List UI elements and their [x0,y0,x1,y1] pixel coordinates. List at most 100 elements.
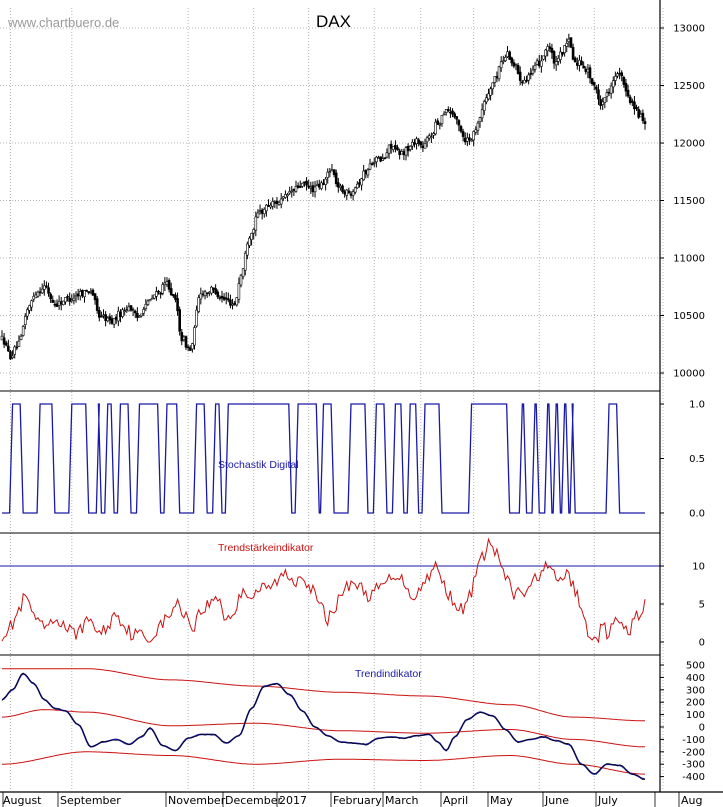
trendstaerke-line [1,537,646,644]
candle-body [262,208,266,215]
month-label: Aug [681,794,702,807]
candle-body [40,288,44,294]
candle-body [599,99,602,106]
candle-body [51,299,55,303]
candle-body [119,311,122,317]
candle-body [7,345,10,352]
candle-body [260,209,264,214]
candle-body [586,68,590,73]
candle-body [129,305,133,311]
candle-body [140,313,143,317]
candle-body [121,309,124,317]
candle-body [212,287,215,290]
candle-body [444,109,448,113]
candle-body [68,297,71,302]
candle-body [474,129,478,133]
axis-tick-label: 0 [699,723,705,734]
candle-body [195,309,198,327]
axis-tick-label: 0.5 [689,454,705,465]
candle-body [516,65,520,74]
candle-body [97,309,101,318]
candle-body [360,178,363,186]
candle-body [641,112,645,122]
candle-body [425,137,429,143]
candle-body [540,60,543,67]
candle-body [394,144,397,149]
candle-body [552,51,556,64]
candle-body [578,59,581,66]
candle-body [83,290,86,298]
trendindikator-middle-band [1,709,645,748]
candle-body [345,189,349,196]
candle-body [480,109,484,119]
candle-body [521,81,524,84]
candle-body [603,97,607,103]
price-axis-ticks: 13000 12500 12000 11500 11000 10500 10000 [660,24,705,380]
candle-body [408,146,412,150]
candle-body [334,172,338,185]
candlesticks [0,33,647,361]
candle-body [186,346,190,349]
candle-body [218,297,222,299]
candle-body [100,315,103,318]
candle-body [258,210,262,212]
candle-body [478,117,482,123]
candle-body [466,137,469,142]
candle-body [108,316,112,321]
candle-body [273,201,277,204]
axis-tick-label: 10000 [673,369,705,380]
candle-body [449,111,452,114]
axis-tick-label: 11000 [673,254,705,265]
axis-tick-label: 200 [686,698,705,709]
candle-body [294,186,298,192]
candle-body [176,298,179,312]
axis-tick-label: 12000 [673,139,705,150]
candle-body [248,237,251,246]
candle-body [47,287,50,294]
candle-body [531,69,535,74]
candle-body [241,268,245,277]
axis-tick-label: -400 [682,772,705,783]
candle-body [301,182,304,187]
axis-tick-label: 10 [692,562,705,573]
month-label: 2017 [279,794,307,807]
candle-body [252,229,256,234]
candle-body [178,309,181,332]
candle-body [459,126,463,132]
candle-body [2,337,6,345]
candle-body [87,291,91,294]
candle-body [114,316,118,320]
candle-body [616,73,619,77]
candle-body [317,183,321,188]
candle-body [74,294,78,298]
candle-body [265,204,268,212]
candle-body [343,191,346,195]
candle-body [548,46,552,50]
candle-body [554,61,558,66]
candle-body [421,145,425,149]
candle-body [21,326,25,336]
candle-body [32,296,36,300]
candle-body [571,47,575,60]
candle-body [53,303,57,306]
candle-body [250,232,253,240]
candle-body [142,309,146,314]
axis-tick-label: 5 [699,600,705,611]
candle-body [165,281,169,285]
candle-body [605,92,609,97]
candle-body [172,294,175,297]
candle-body [146,300,150,305]
candle-body [91,289,95,296]
candle-body [442,113,446,116]
candle-body [227,298,230,301]
axis-tick-label: -100 [682,735,705,746]
candle-body [307,185,310,188]
candle-body [508,51,511,60]
candle-body [239,275,243,286]
candle-body [298,186,302,188]
candle-body [366,169,370,176]
stochastik-axis-ticks: 1.0 0.5 0.0 [660,400,705,520]
trendstaerke-axis-ticks: 10 5 0 [660,562,705,649]
